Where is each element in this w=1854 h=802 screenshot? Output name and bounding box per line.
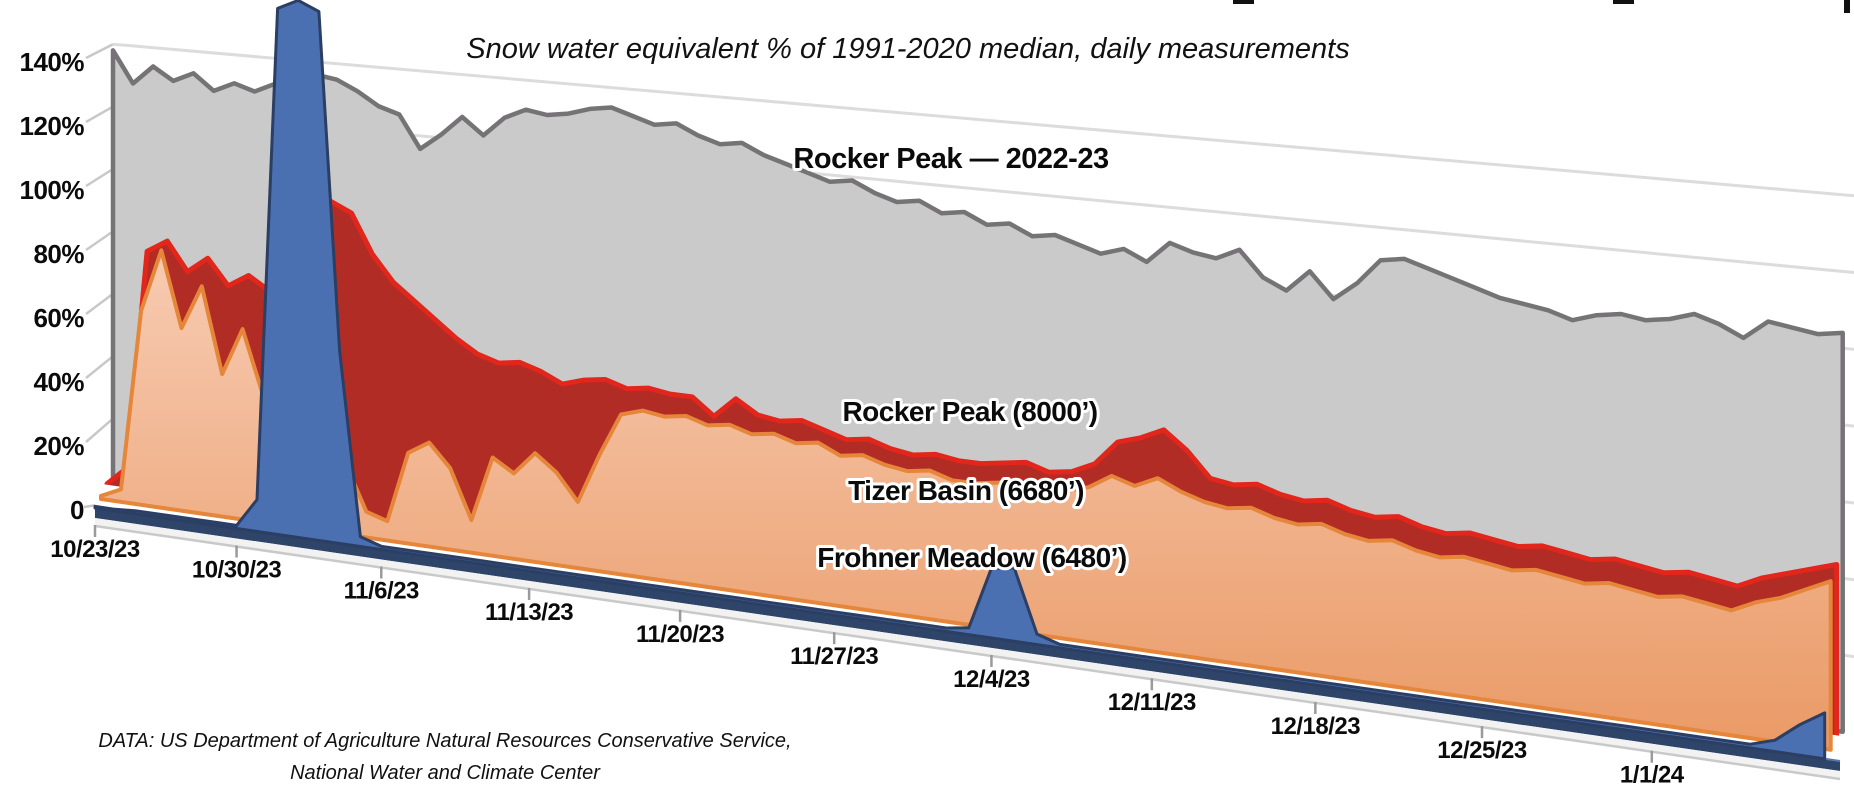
cropped-text-artifact xyxy=(1844,0,1850,13)
area-tizer-basin-6680 xyxy=(99,248,1833,752)
x-tick-label-3: 11/13/23 xyxy=(485,599,573,626)
cropped-text-artifact xyxy=(1233,0,1254,4)
x-tick-label-6: 12/4/23 xyxy=(953,666,1030,693)
x-tick-label-1: 10/30/23 xyxy=(192,557,282,584)
x-tick-label-2: 11/6/23 xyxy=(344,578,419,605)
chart-title: Snow water equivalent % of 1991-2020 med… xyxy=(466,33,1349,65)
x-tick-label-7: 12/11/23 xyxy=(1108,689,1196,716)
y-tick-label-40: 40% xyxy=(33,367,84,397)
y-tick-stub-120 xyxy=(85,105,114,124)
data-credit-line2: National Water and Climate Center xyxy=(290,762,601,784)
x-tick-label-0: 10/23/23 xyxy=(50,536,140,563)
cropped-text-artifact xyxy=(1613,0,1634,4)
y-tick-stub-140 xyxy=(85,43,114,60)
x-tick-label-10: 1/1/24 xyxy=(1620,762,1685,789)
y-tick-stub-100 xyxy=(85,167,114,188)
x-tick-label-9: 12/25/23 xyxy=(1437,737,1527,764)
y-tick-label-140: 140% xyxy=(20,47,85,77)
floor-front-face xyxy=(95,518,1840,778)
axis-group: 10/23/23 10/30/23 11/6/23 11/13/23 11/20/23 1… xyxy=(20,47,1686,789)
floor-front-edge xyxy=(94,524,1841,781)
y-tick-label-20: 20% xyxy=(33,431,84,461)
data-credit-line1: DATA: US Department of Agriculture Natur… xyxy=(98,730,791,752)
area-frohner-meadow-6480 xyxy=(93,0,1827,761)
series-label-rocker-peak-8000: Rocker Peak (8000’) xyxy=(842,396,1097,427)
y-tick-stub-60 xyxy=(85,292,114,316)
y-tick-label-120: 120% xyxy=(20,111,85,141)
x-tick-label-5: 11/27/23 xyxy=(790,643,878,670)
series-label-frohner-meadow-6480: Frohner Meadow (6480’) xyxy=(817,542,1127,573)
y-tick-stub-80 xyxy=(85,230,114,252)
series-label-tizer-basin-6680: Tizer Basin (6680’) xyxy=(848,475,1084,506)
gridline-140 xyxy=(112,42,1854,198)
y-tick-stub-40 xyxy=(85,355,114,379)
area-series-group xyxy=(93,0,1848,781)
x-tick-label-4: 11/20/23 xyxy=(636,621,724,648)
series-label-rocker-peak-2022-23: Rocker Peak — 2022-23 xyxy=(793,143,1109,175)
floor-navy-strip xyxy=(95,508,1840,771)
cropped-headline-artifacts xyxy=(1233,0,1850,13)
y-tick-label-80: 80% xyxy=(33,239,84,269)
y-tick-stub-20 xyxy=(85,417,114,443)
y-tick-label-60: 60% xyxy=(33,303,84,333)
y-tick-label-100: 100% xyxy=(20,175,85,205)
x-tick-label-8: 12/18/23 xyxy=(1271,713,1361,740)
y-tick-label-0: 0 xyxy=(70,495,84,525)
